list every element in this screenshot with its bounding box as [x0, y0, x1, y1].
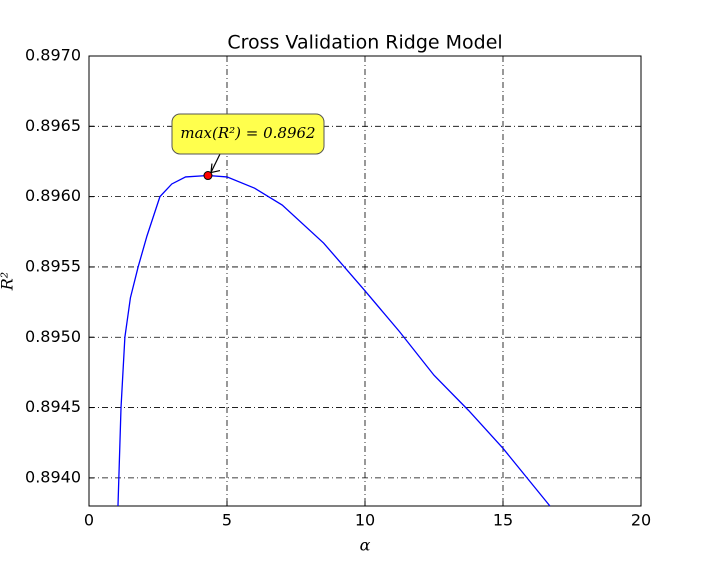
- line: [117, 174, 551, 507]
- y-tick-label: 0.8945: [25, 397, 81, 416]
- annotation-box: [171, 113, 325, 155]
- annotation-arrow: [210, 153, 221, 173]
- y-tick-label: 0.8960: [25, 186, 81, 205]
- plot-frame: [88, 55, 642, 507]
- annotation-text: max(R²) = 0.8962: [180, 124, 315, 142]
- y-tick-label: 0.8955: [25, 256, 81, 275]
- y-tick-label: 0.8965: [25, 116, 81, 135]
- x-tick-label: 10: [355, 511, 375, 530]
- y-tick-label: 0.8970: [25, 46, 81, 65]
- y-tick-label: 0.8940: [25, 467, 81, 486]
- x-axis-label: α: [360, 536, 371, 555]
- y-axis-label: R²: [0, 272, 17, 291]
- x-tick-label: 20: [631, 511, 651, 530]
- max-marker: [203, 171, 213, 181]
- annotation-arrowhead: [210, 163, 221, 174]
- x-tick-label: 0: [84, 511, 94, 530]
- chart-title: Cross Validation Ridge Model: [227, 32, 502, 54]
- x-tick-label: 15: [493, 511, 513, 530]
- x-tick-label: 5: [222, 511, 232, 530]
- y-tick-label: 0.8950: [25, 327, 81, 346]
